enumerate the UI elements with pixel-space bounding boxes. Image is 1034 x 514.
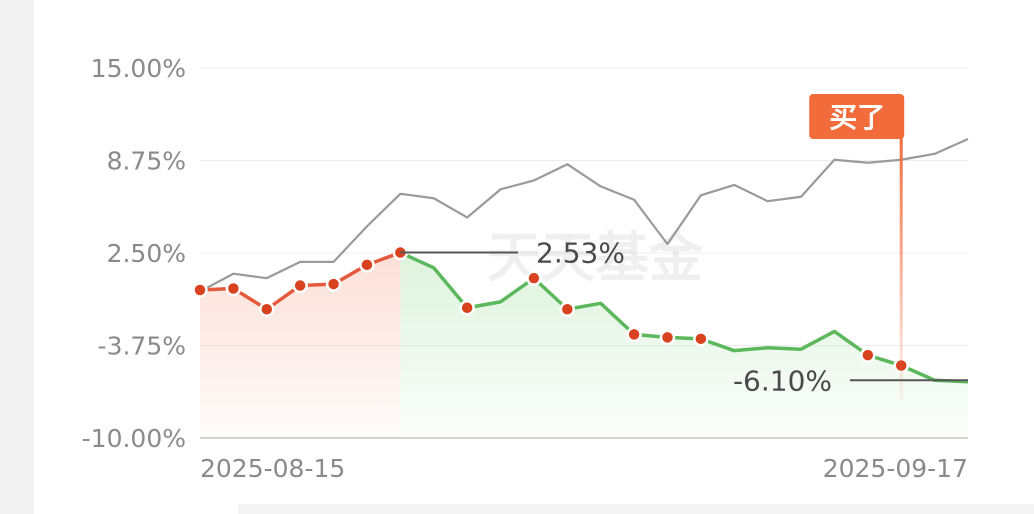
buy-marker-line: [899, 136, 903, 400]
fund-data-point: [659, 329, 676, 346]
buy-marker-badge: [809, 94, 905, 139]
fund-data-point: [225, 280, 242, 297]
y-tick-label: 15.00%: [91, 54, 186, 83]
bottom-strip: [238, 504, 1034, 514]
watermark: 天天基金: [487, 226, 704, 289]
y-tick-label: -3.75%: [98, 332, 186, 361]
fund-data-point: [325, 276, 342, 292]
y-tick-label: -10.00%: [82, 424, 186, 453]
fund-data-point: [359, 257, 375, 273]
fall-area: [400, 252, 968, 438]
fund-data-point: [192, 282, 208, 298]
fund-data-point: [693, 331, 709, 347]
fund-data-point: [292, 277, 308, 294]
fund-data-point: [259, 301, 275, 317]
y-tick-label: 2.50%: [107, 239, 186, 268]
benchmark-series-line: [199, 138, 969, 293]
peak-callout-label: 2.53%: [536, 237, 625, 270]
buy-marker-label: 买了: [829, 101, 885, 134]
fund-data-point: [526, 270, 542, 286]
fund-data-point: [459, 300, 475, 316]
fund-data-point: [860, 347, 876, 363]
fund-data-point: [559, 301, 576, 317]
y-tick-label: 8.75%: [107, 147, 186, 176]
x-tick-label: 2025-09-17: [823, 454, 968, 483]
latest-callout-label: -6.10%: [733, 364, 832, 397]
x-tick-label: 2025-08-15: [200, 454, 345, 483]
fund-data-point: [626, 326, 642, 343]
